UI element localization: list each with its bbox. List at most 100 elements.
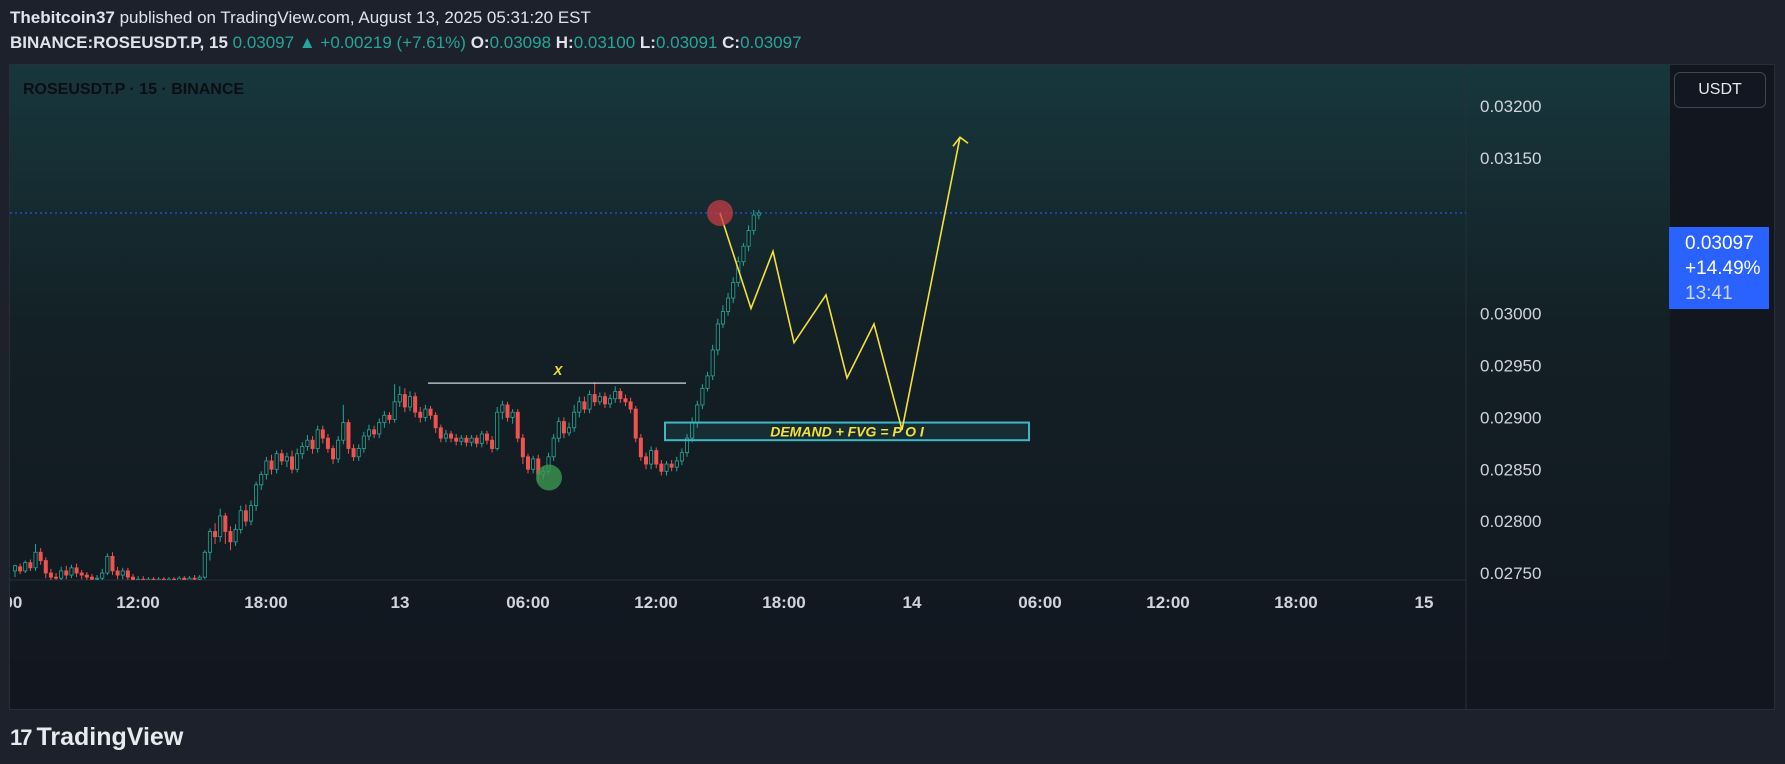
candle-body [207,531,212,553]
candle-body [572,411,577,429]
candle-body [726,297,731,312]
low-label: L: [639,33,656,52]
candle-body [387,414,392,420]
y-tick-label: 0.03200 [1480,97,1541,116]
candle-body [33,551,38,569]
candle-body [115,570,120,576]
y-tick-label: 0.02900 [1480,408,1541,427]
candle-body [695,404,700,423]
y-tick-label: 0.02850 [1480,460,1541,479]
change-text: +0.00219 (+7.61%) [320,33,466,52]
candle-body [361,435,366,449]
candle-body [325,437,330,449]
x-tick-label: 18:00 [244,593,287,612]
x-tick-label: 14 [903,593,922,612]
candle-body [608,398,613,405]
badge-change: +14.49% [1685,258,1761,279]
candle-body [643,456,648,465]
candle-body [746,230,751,247]
brand-text: TradingView [36,723,184,751]
candle-body [284,456,289,462]
y-tick-label: 0.03150 [1480,149,1541,168]
candle-body [125,570,130,578]
x-tick-label: 06:00 [1018,593,1061,612]
candle-body [366,429,371,437]
badge-price: 0.03097 [1685,233,1754,254]
candle-body [418,411,423,418]
candle-body [618,391,623,400]
candle-body [459,437,464,442]
candle-body [449,433,454,439]
candle-body [515,411,520,439]
candle-body [556,421,561,439]
candle-body [659,463,664,472]
low-value: 0.03091 [655,33,718,52]
candle-body [377,422,382,435]
candle-body [274,453,279,470]
candle-body [577,401,582,413]
candle-body [710,349,715,377]
demand-zone-label: DEMAND + FVG = P O I [770,423,925,439]
candle-body [151,578,156,580]
chart-canvas[interactable]: 0.03200 0.03150 0.03000 0.02950 0.02900 0.028… [10,65,1774,709]
candle-body [587,394,592,410]
range-line-label: X [553,363,564,378]
candle-body [741,245,746,263]
candle-body [341,422,346,441]
close-value: 0.03097 [740,33,802,52]
publish-text: published on TradingView.com, August 13,… [119,8,591,27]
currency-button[interactable]: USDT [1674,72,1766,108]
candle-body [43,560,48,574]
candle-body [182,577,187,580]
open-label: O: [470,33,490,52]
candles-group [13,209,761,580]
candle-body [531,458,536,470]
tradingview-brand[interactable]: 17 TradingView [10,723,183,752]
candle-body [177,577,182,580]
x-tick-label: 12:00 [634,593,677,612]
candle-body [751,214,756,232]
candle-body [48,572,53,578]
projection-arrowhead [952,136,969,147]
candle-body [484,433,489,441]
last-price-badge: 0.03097 +14.49% 13:41 [1669,227,1769,309]
candle-body [756,212,761,216]
candle-body [243,510,248,522]
candle-body [13,565,18,572]
publisher-name[interactable]: Thebitcoin37 [10,8,115,27]
x-tick-label: :00 [10,593,22,612]
x-tick-label: 13 [391,593,410,612]
plot-area[interactable] [10,65,1670,661]
candle-body [38,551,43,561]
candle-body [561,421,566,434]
candle-body [28,562,33,569]
candle-body [59,570,64,579]
candle-body [705,375,710,389]
publish-info: Thebitcoin37 published on TradingView.co… [10,8,591,28]
candle-body [156,578,161,580]
candle-body [372,429,377,435]
candle-body [64,570,69,576]
candle-body [336,439,341,460]
candle-body [192,577,197,580]
candle-body [597,396,602,403]
x-tick-label: 12:00 [116,593,159,612]
chart-frame[interactable]: 0.03200 0.03150 0.03000 0.02950 0.02900 0.028… [9,64,1775,710]
candle-body [526,456,531,470]
candle-body [443,433,448,439]
candle-body [397,394,402,403]
candle-body [105,555,110,574]
up-arrow-icon: ▲ [298,33,316,52]
candle-body [315,429,320,449]
candle-body [120,570,125,576]
candle-body [505,404,510,418]
candle-body [264,460,269,475]
candle-body [228,531,233,543]
candle-body [423,408,428,418]
candle-body [674,460,679,468]
candle-body [408,396,413,408]
candle-body [479,433,484,444]
candle-body [495,411,500,449]
candle-body [259,474,264,486]
candle-body [654,450,659,465]
